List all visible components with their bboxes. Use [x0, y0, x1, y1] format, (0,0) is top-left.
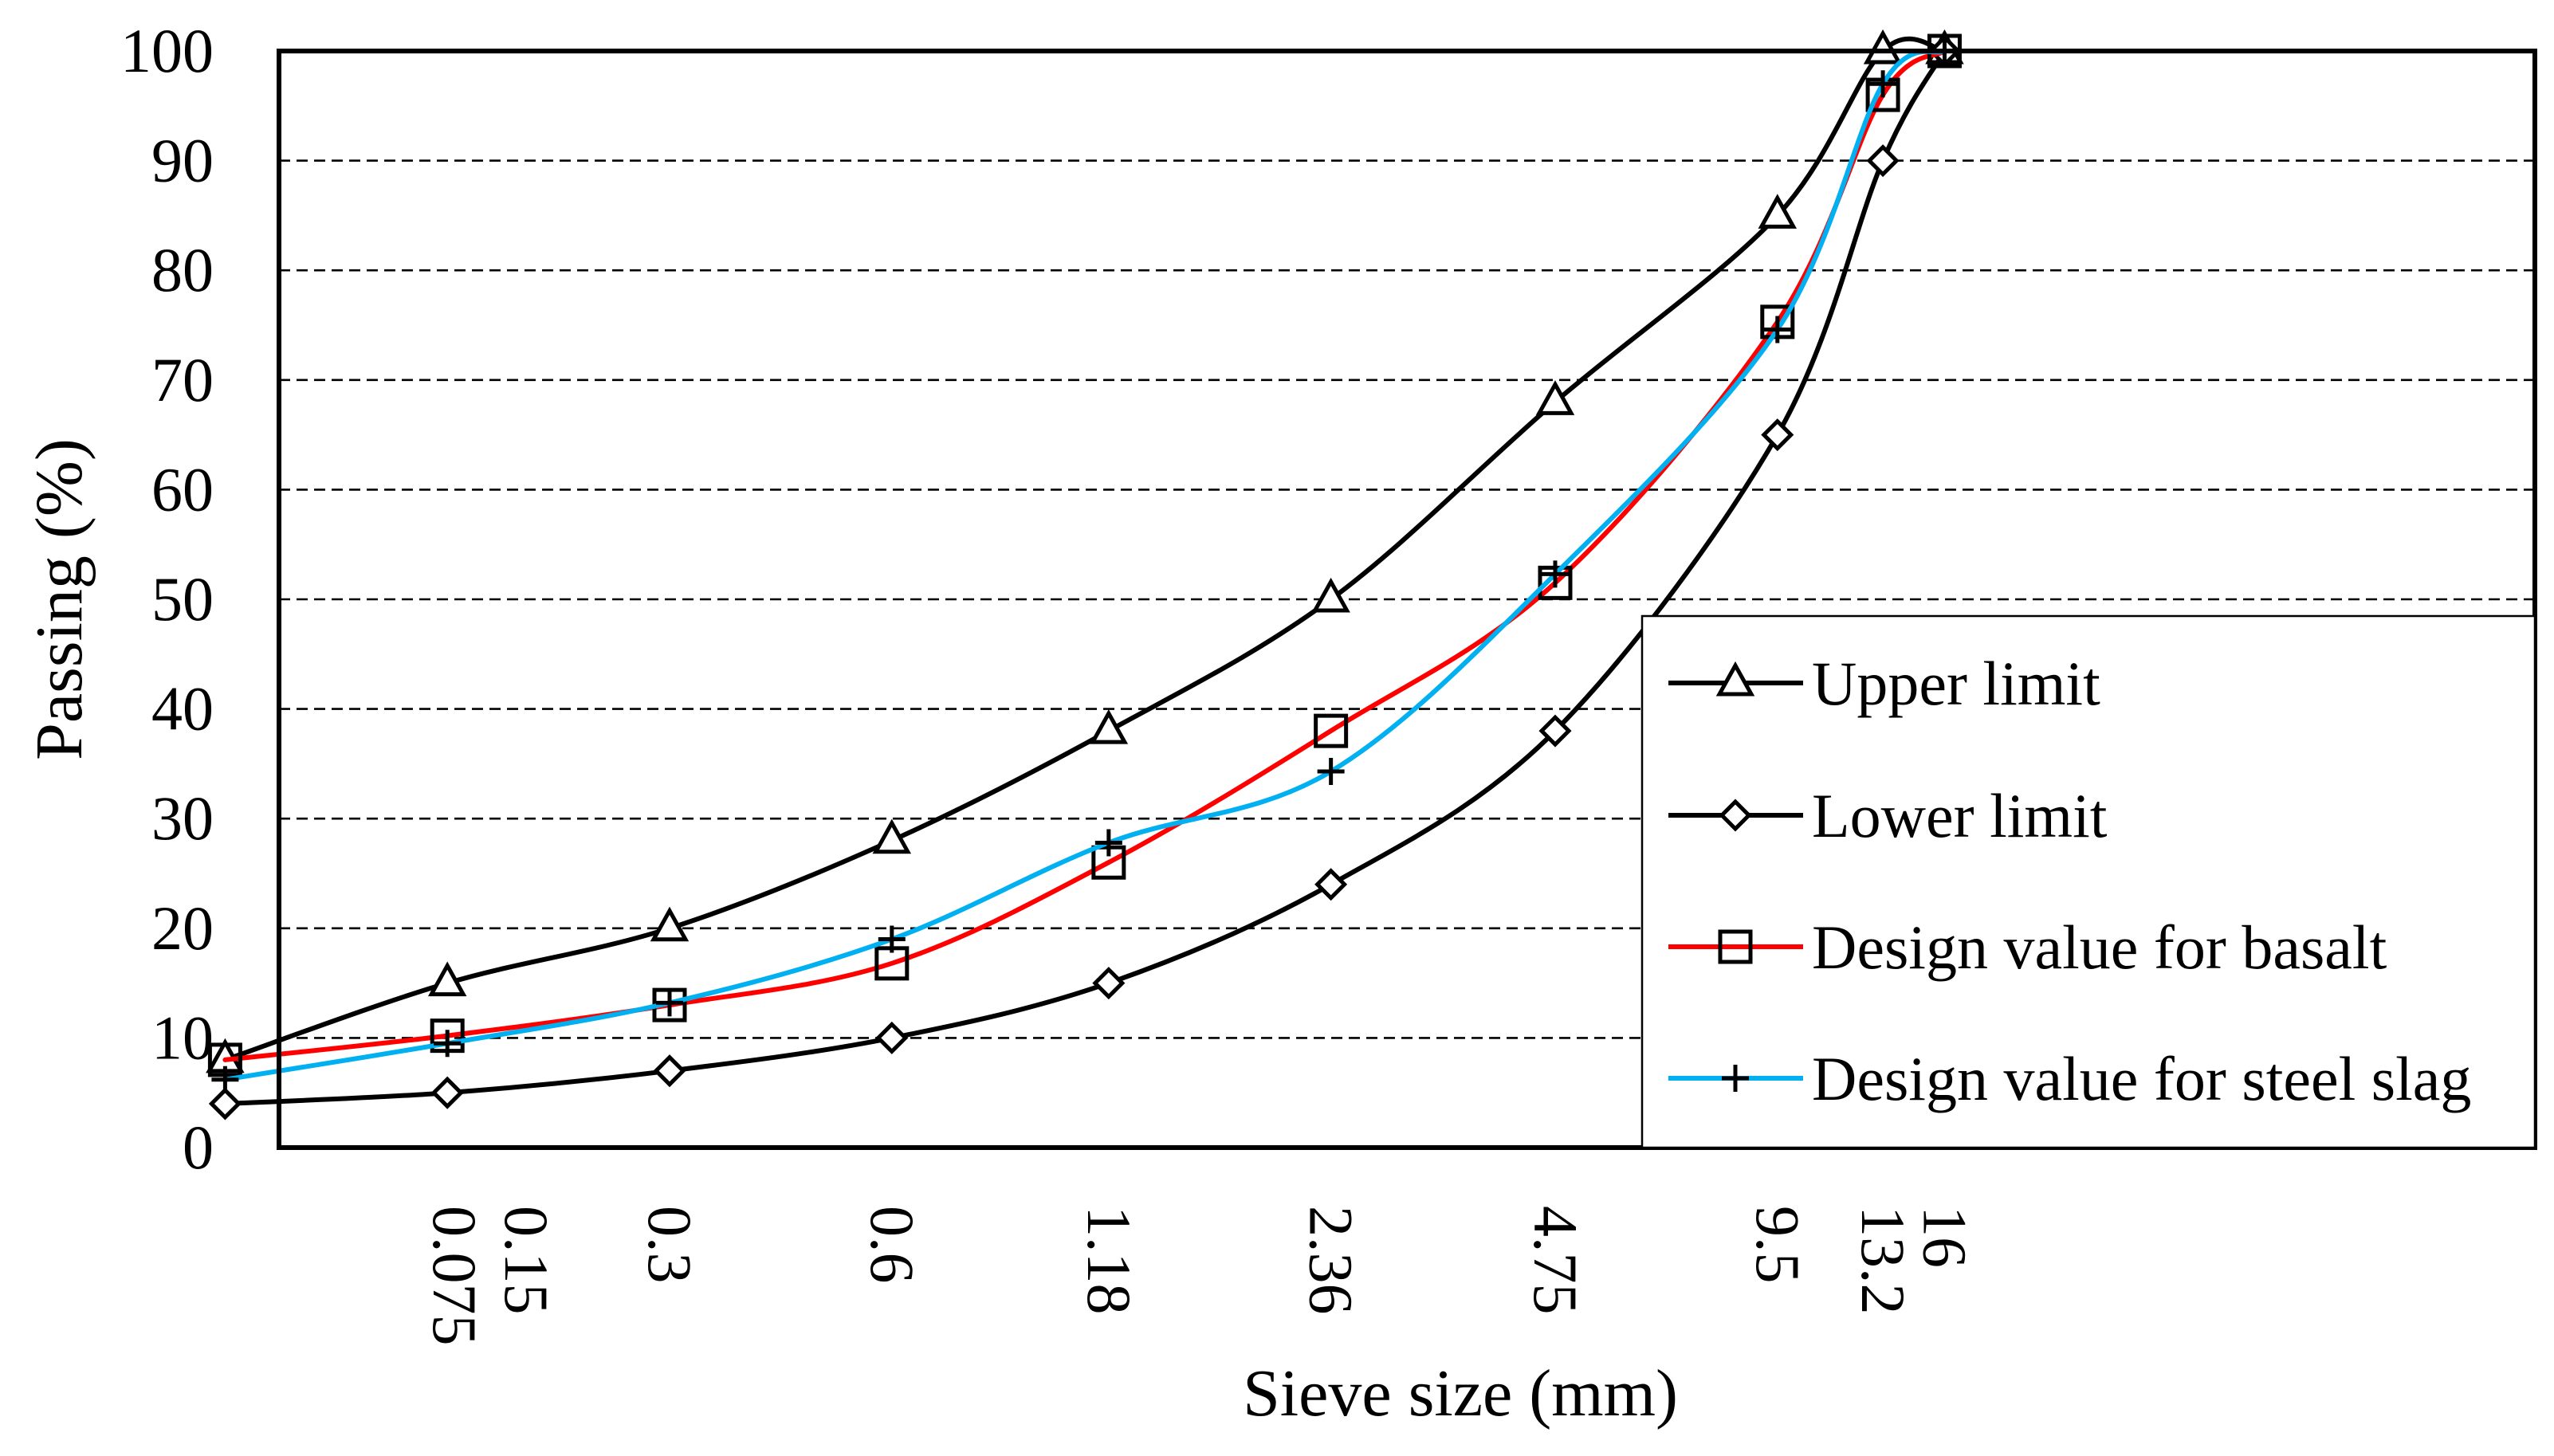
y-tick-label: 50 [151, 564, 214, 634]
plus-marker [1722, 1065, 1749, 1092]
plus-marker [878, 925, 906, 953]
x-tick-label: 16 [1910, 1206, 1979, 1268]
plus-marker [1869, 70, 1897, 98]
square-marker [1718, 929, 1753, 964]
plus-marker [1317, 758, 1345, 786]
x-tick-label: 1.18 [1075, 1206, 1144, 1315]
legend-box [1640, 614, 2536, 1149]
plus-marker [1541, 560, 1569, 588]
x-axis-title: Sieve size (mm) [1243, 1356, 1678, 1430]
triangle-marker [1758, 194, 1798, 229]
square-marker [1314, 713, 1349, 748]
triangle-marker [650, 906, 690, 942]
x-tick-label: 9.5 [1743, 1206, 1813, 1284]
x-tick-label: 0.6 [858, 1206, 927, 1284]
x-tick-label: 4.75 [1521, 1206, 1590, 1315]
x-tick-label: 0.075 [420, 1206, 489, 1346]
y-tick-label: 60 [151, 454, 214, 524]
diamond-marker [1866, 144, 1900, 178]
diamond-marker [208, 1087, 242, 1120]
triangle-marker [1535, 380, 1575, 415]
diamond-marker [1719, 799, 1752, 832]
gridlines [279, 159, 2535, 1039]
legend-label: Design value for basalt [1812, 912, 2387, 982]
plus-marker [1094, 829, 1122, 857]
y-axis-title: Passing (%) [22, 438, 96, 760]
plot-frame [277, 49, 2537, 1150]
plus-marker [1763, 316, 1791, 343]
y-tick-label: 20 [151, 893, 214, 963]
diamond-marker [430, 1076, 464, 1109]
y-tick-label: 80 [151, 235, 214, 304]
diamond-marker [875, 1021, 909, 1054]
triangle-marker [1715, 661, 1755, 697]
triangle-marker [872, 818, 912, 854]
y-tick-label: 10 [151, 1003, 214, 1072]
series-layer [206, 29, 1964, 1120]
triangle-marker [1863, 29, 1903, 65]
legend-entry: Lower limit [1668, 781, 2108, 850]
diamond-marker [1314, 868, 1348, 901]
legend: Upper limit Lower limit Design value for b… [1640, 614, 2536, 1149]
x-tick-label: 2.36 [1297, 1206, 1366, 1315]
legend-entry: Design value for basalt [1668, 912, 2387, 982]
y-tick-label: 90 [151, 126, 214, 195]
series-line [222, 49, 1947, 1106]
diamond-marker [1538, 714, 1572, 748]
x-tick-label: 0.3 [635, 1206, 705, 1284]
legend-entry: Upper limit [1668, 649, 2100, 718]
plus-marker [656, 989, 683, 1017]
triangle-marker [1089, 708, 1129, 744]
diamond-marker [1092, 967, 1126, 1000]
plus-marker [434, 1030, 462, 1058]
x-tick-label: 0.15 [492, 1206, 561, 1315]
plus-marker [211, 1066, 239, 1093]
y-tick-label: 0 [183, 1113, 214, 1182]
axes: 0 10 20 30 40 50 60 70 80 90 100 0.075 0.15 0.3 0.6 1.1… [120, 16, 1979, 1346]
series-line [222, 49, 1947, 1082]
triangle-marker [427, 961, 467, 997]
legend-entry: Design value for steel slag [1668, 1044, 2471, 1113]
series-0 [206, 29, 1964, 1073]
y-tick-label: 30 [151, 783, 214, 853]
y-tick-label: 70 [151, 345, 214, 414]
y-tick-label: 40 [151, 674, 214, 744]
x-tick-label: 13.2 [1849, 1206, 1918, 1315]
legend-label: Design value for steel slag [1812, 1044, 2471, 1113]
diamond-marker [653, 1054, 686, 1088]
series-line [222, 36, 1947, 1062]
diamond-marker [1761, 418, 1794, 452]
triangle-marker [1311, 577, 1350, 613]
legend-label: Lower limit [1812, 781, 2108, 850]
series-line [222, 49, 1947, 1062]
legend-label: Upper limit [1812, 649, 2100, 718]
y-tick-label: 100 [120, 16, 214, 85]
